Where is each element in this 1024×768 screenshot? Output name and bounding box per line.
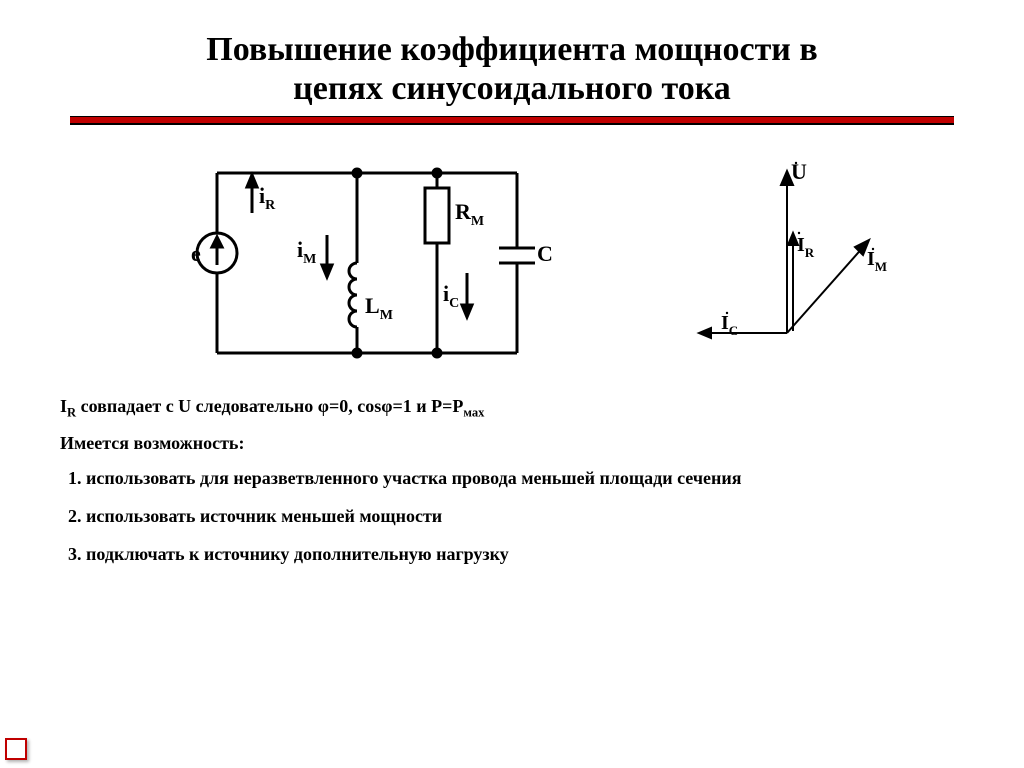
svg-text:IC: IC: [721, 312, 738, 338]
slide: Повышение коэффициента мощности в цепях …: [0, 0, 1024, 768]
diagrams-svg: e iR: [137, 143, 887, 373]
svg-text:LM: LM: [365, 293, 393, 323]
svg-text:IR: IR: [797, 234, 815, 260]
svg-text:iR: iR: [259, 183, 276, 213]
list-item: подключать к источнику дополнительную на…: [86, 542, 974, 566]
svg-text:U: U: [791, 159, 807, 184]
possibility-line: Имеется возможность:: [60, 433, 974, 454]
svg-text:iM: iM: [297, 237, 316, 267]
arrow-iR: iR: [247, 175, 276, 213]
list-item: использовать источник меньшей мощности: [86, 504, 974, 528]
corner-bullet-icon: [5, 738, 27, 760]
title-underline: [70, 116, 954, 125]
svg-text:IM: IM: [867, 248, 887, 274]
label-e: e: [191, 241, 201, 266]
list-item: использовать для неразветвленного участк…: [86, 466, 974, 490]
diagram-area: e iR: [50, 143, 974, 378]
circuit-diagram: e iR: [191, 169, 553, 357]
svg-text:RM: RM: [455, 199, 484, 229]
svg-text:C: C: [537, 241, 553, 266]
body-text: IR совпадает с U следовательно φ=0, cosφ…: [60, 396, 974, 566]
arrow-iM: iM: [297, 235, 332, 277]
items-list: использовать для неразветвленного участк…: [60, 466, 974, 567]
title-line1: Повышение коэффициента мощности в: [206, 31, 818, 68]
title-line2: цепях синусоидального тока: [293, 70, 731, 107]
page-title: Повышение коэффициента мощности в цепях …: [50, 30, 974, 108]
arrow-iC: iC: [443, 273, 472, 317]
phasor-diagram: U IR IC: [699, 159, 887, 338]
statement-line: IR совпадает с U следовательно φ=0, cosφ…: [60, 396, 974, 421]
svg-text:iC: iC: [443, 281, 459, 311]
